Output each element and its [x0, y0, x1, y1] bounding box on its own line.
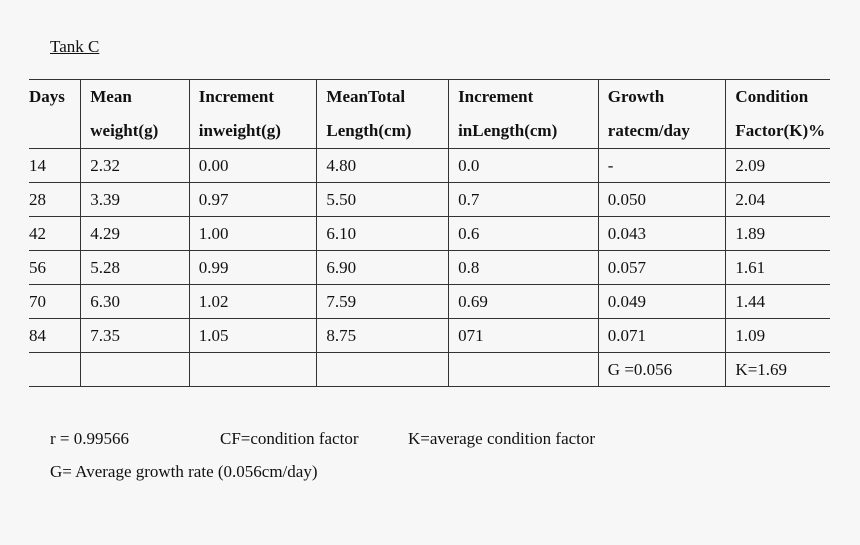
- table-notes: r = 0.99566 CF=condition factor K=average …: [50, 422, 595, 488]
- table-cell: 4.29: [80, 216, 190, 251]
- table-cell: 1.61: [725, 250, 830, 285]
- header-row: weight(g) inweight(g) Length(cm) inLengt…: [29, 114, 830, 149]
- table-row: 56 5.28 0.99 6.90 0.8 0.057 1.61: [29, 250, 830, 285]
- table-row: 42 4.29 1.00 6.10 0.6 0.043 1.89: [29, 216, 830, 251]
- table-cell: [29, 352, 81, 387]
- table-cell: G =0.056: [597, 352, 726, 387]
- table-row: G =0.056 K=1.69: [29, 352, 830, 387]
- table-cell: 0.99: [188, 250, 317, 285]
- table-title: Tank C: [50, 37, 100, 56]
- table-row: 84 7.35 1.05 8.75 071 0.071 1.09: [29, 318, 830, 353]
- table-cell: 1.44: [725, 284, 830, 319]
- table-cell: 7.59: [316, 284, 449, 319]
- header-cell: Increment: [448, 79, 599, 114]
- table-cell: 1.09: [725, 318, 830, 353]
- table-cell: 8.75: [316, 318, 449, 353]
- header-cell: weight(g): [80, 114, 190, 149]
- table-cell: 6.10: [316, 216, 449, 251]
- table-row: 28 3.39 0.97 5.50 0.7 0.050 2.04: [29, 182, 830, 217]
- table-cell: 0.0: [448, 148, 599, 183]
- table-cell: 7.35: [80, 318, 190, 353]
- header-cell: inweight(g): [188, 114, 317, 149]
- table-cell: 2.04: [725, 182, 830, 217]
- table-row: 70 6.30 1.02 7.59 0.69 0.049 1.44: [29, 284, 830, 319]
- table-cell: 0.8: [448, 250, 599, 285]
- table-cell: 2.32: [80, 148, 190, 183]
- table-cell: 6.30: [80, 284, 190, 319]
- table-cell: 0.057: [597, 250, 726, 285]
- table-cell: 0.97: [188, 182, 317, 217]
- header-cell: inLength(cm): [448, 114, 599, 149]
- table-cell: 3.39: [80, 182, 190, 217]
- table-row: 14 2.32 0.00 4.80 0.0-2.09: [29, 148, 830, 183]
- table-cell: 0.050: [597, 182, 726, 217]
- table-cell: 0.7: [448, 182, 599, 217]
- table-cell: 1.02: [188, 284, 317, 319]
- table-cell: 1.00: [188, 216, 317, 251]
- table-cell: 0.071: [597, 318, 726, 353]
- table-cell: [188, 352, 317, 387]
- table-cell: [80, 352, 190, 387]
- table-cell: -: [597, 148, 726, 183]
- header-cell: Length(cm): [316, 114, 449, 149]
- table-cell: 071: [448, 318, 599, 353]
- header-cell: [29, 114, 81, 149]
- table-cell: [448, 352, 599, 387]
- k-note: K=average condition factor: [408, 429, 596, 448]
- table-cell: 1.89: [725, 216, 830, 251]
- table-cell: 28: [29, 182, 81, 217]
- table-cell: 5.28: [80, 250, 190, 285]
- header-cell: Days: [29, 79, 81, 114]
- table-cell: 6.90: [316, 250, 449, 285]
- table-cell: 0.6: [448, 216, 599, 251]
- table-cell: [316, 352, 449, 387]
- table-cell: 2.09: [725, 148, 830, 183]
- table-cell: 70: [29, 284, 81, 319]
- table-cell: 0.69: [448, 284, 599, 319]
- table-cell: 1.05: [188, 318, 317, 353]
- header-cell: Condition: [725, 79, 830, 114]
- header-cell: MeanTotal: [316, 79, 449, 114]
- header-row: Days Mean Increment MeanTotal Increment …: [29, 79, 830, 114]
- cf-note: CF=condition factor: [220, 429, 359, 448]
- growth-rate-note: G= Average growth rate (0.056cm/day): [50, 462, 318, 481]
- header-cell: Increment: [188, 79, 317, 114]
- table-cell: 0.049: [597, 284, 726, 319]
- header-cell: Mean: [80, 79, 190, 114]
- table-cell: 42: [29, 216, 81, 251]
- table-cell: 0.00: [188, 148, 317, 183]
- table-cell: 14: [29, 148, 81, 183]
- correlation-note: r = 0.99566: [50, 429, 129, 448]
- table-cell: 84: [29, 318, 81, 353]
- header-cell: Growth: [597, 79, 726, 114]
- table-cell: 5.50: [316, 182, 449, 217]
- table-cell: K=1.69: [725, 352, 830, 387]
- header-cell: Factor(K)%: [725, 114, 830, 149]
- growth-table: Days Mean Increment MeanTotal Increment …: [29, 79, 830, 387]
- table-cell: 0.043: [597, 216, 726, 251]
- table-cell: 4.80: [316, 148, 449, 183]
- header-cell: ratecm/day: [597, 114, 726, 149]
- table-cell: 56: [29, 250, 81, 285]
